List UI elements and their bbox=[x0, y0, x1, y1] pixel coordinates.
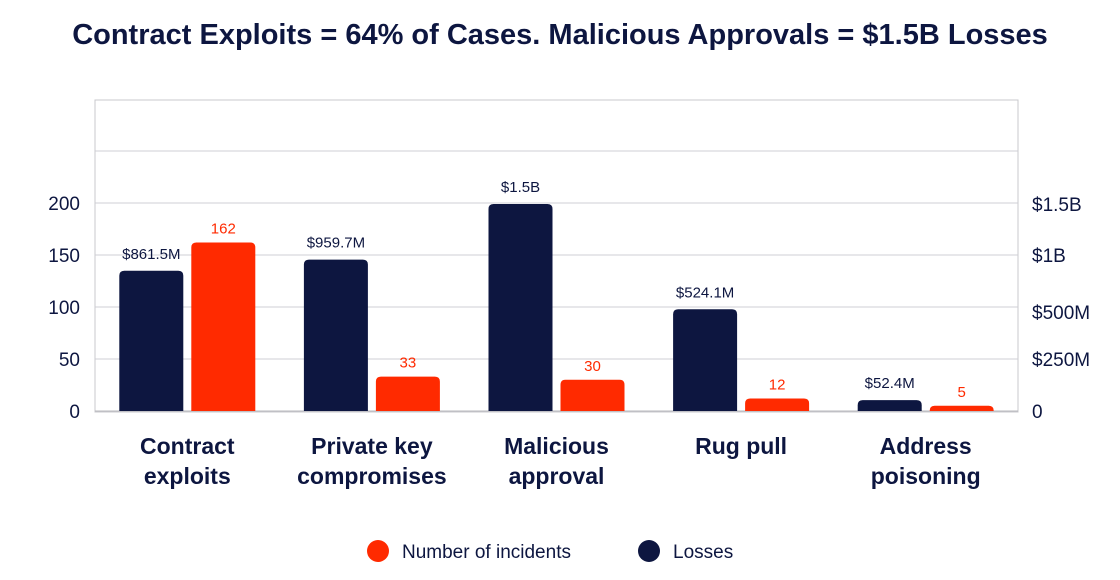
chart-title: Contract Exploits = 64% of Cases. Malici… bbox=[72, 19, 1048, 51]
plot-frame bbox=[94, 99, 1019, 413]
right-tick-label: $1.5B bbox=[1032, 195, 1082, 216]
left-tick-label: 100 bbox=[48, 298, 80, 319]
legend-label: Losses bbox=[673, 542, 733, 563]
category-label: Address poisoning bbox=[871, 433, 981, 489]
left-axis: 0 50 100 150 200 bbox=[48, 194, 80, 423]
bar-incidents bbox=[929, 405, 994, 411]
bar-losses bbox=[488, 204, 553, 411]
legend-swatch bbox=[638, 540, 660, 562]
data-label-incidents: 5 bbox=[958, 384, 966, 401]
bar-incidents bbox=[191, 242, 256, 411]
category-label: Rug pull bbox=[695, 433, 787, 459]
right-tick-label: $250M bbox=[1032, 350, 1090, 371]
bar-losses bbox=[857, 400, 922, 411]
bar-losses bbox=[119, 270, 184, 411]
right-tick-label: $1B bbox=[1032, 246, 1066, 267]
legend-item: Number of incidents bbox=[367, 540, 571, 563]
right-tick-label: $500M bbox=[1032, 303, 1090, 324]
bar-incidents bbox=[745, 398, 810, 411]
legend-label: Number of incidents bbox=[402, 542, 571, 563]
bar-losses bbox=[303, 259, 368, 411]
data-labels: $861.5M 162 $959.7M 33 $1.5B 30 $524.1M 12 $52.4… bbox=[122, 179, 966, 401]
data-label-incidents: 33 bbox=[400, 355, 417, 372]
data-label-incidents: 30 bbox=[584, 358, 601, 375]
data-label-losses: $52.4M bbox=[865, 375, 915, 392]
bar-incidents bbox=[375, 376, 440, 411]
right-tick-label: 0 bbox=[1032, 402, 1043, 423]
legend-item: Losses bbox=[638, 540, 733, 563]
bars bbox=[119, 204, 994, 411]
left-tick-label: 150 bbox=[48, 246, 80, 267]
data-label-incidents: 162 bbox=[211, 221, 236, 238]
category-axis: Contract exploits Private key compromises Ma… bbox=[140, 433, 981, 489]
category-label: Malicious approval bbox=[504, 433, 609, 489]
left-tick-label: 0 bbox=[69, 402, 80, 423]
bar-losses bbox=[673, 309, 738, 411]
data-label-losses: $861.5M bbox=[122, 246, 180, 263]
category-label: Contract exploits bbox=[140, 433, 235, 489]
data-label-losses: $1.5B bbox=[501, 179, 540, 196]
left-tick-label: 50 bbox=[59, 350, 80, 371]
data-label-losses: $959.7M bbox=[307, 235, 365, 252]
category-label: Private key compromises bbox=[297, 433, 447, 489]
bar-incidents bbox=[560, 379, 625, 411]
right-axis: 0 $250M $500M $1B $1.5B bbox=[1032, 195, 1090, 423]
data-label-losses: $524.1M bbox=[676, 284, 734, 301]
legend: Number of incidents Losses bbox=[367, 540, 733, 563]
data-label-incidents: 12 bbox=[769, 377, 786, 394]
legend-swatch bbox=[367, 540, 389, 562]
left-tick-label: 200 bbox=[48, 194, 80, 215]
